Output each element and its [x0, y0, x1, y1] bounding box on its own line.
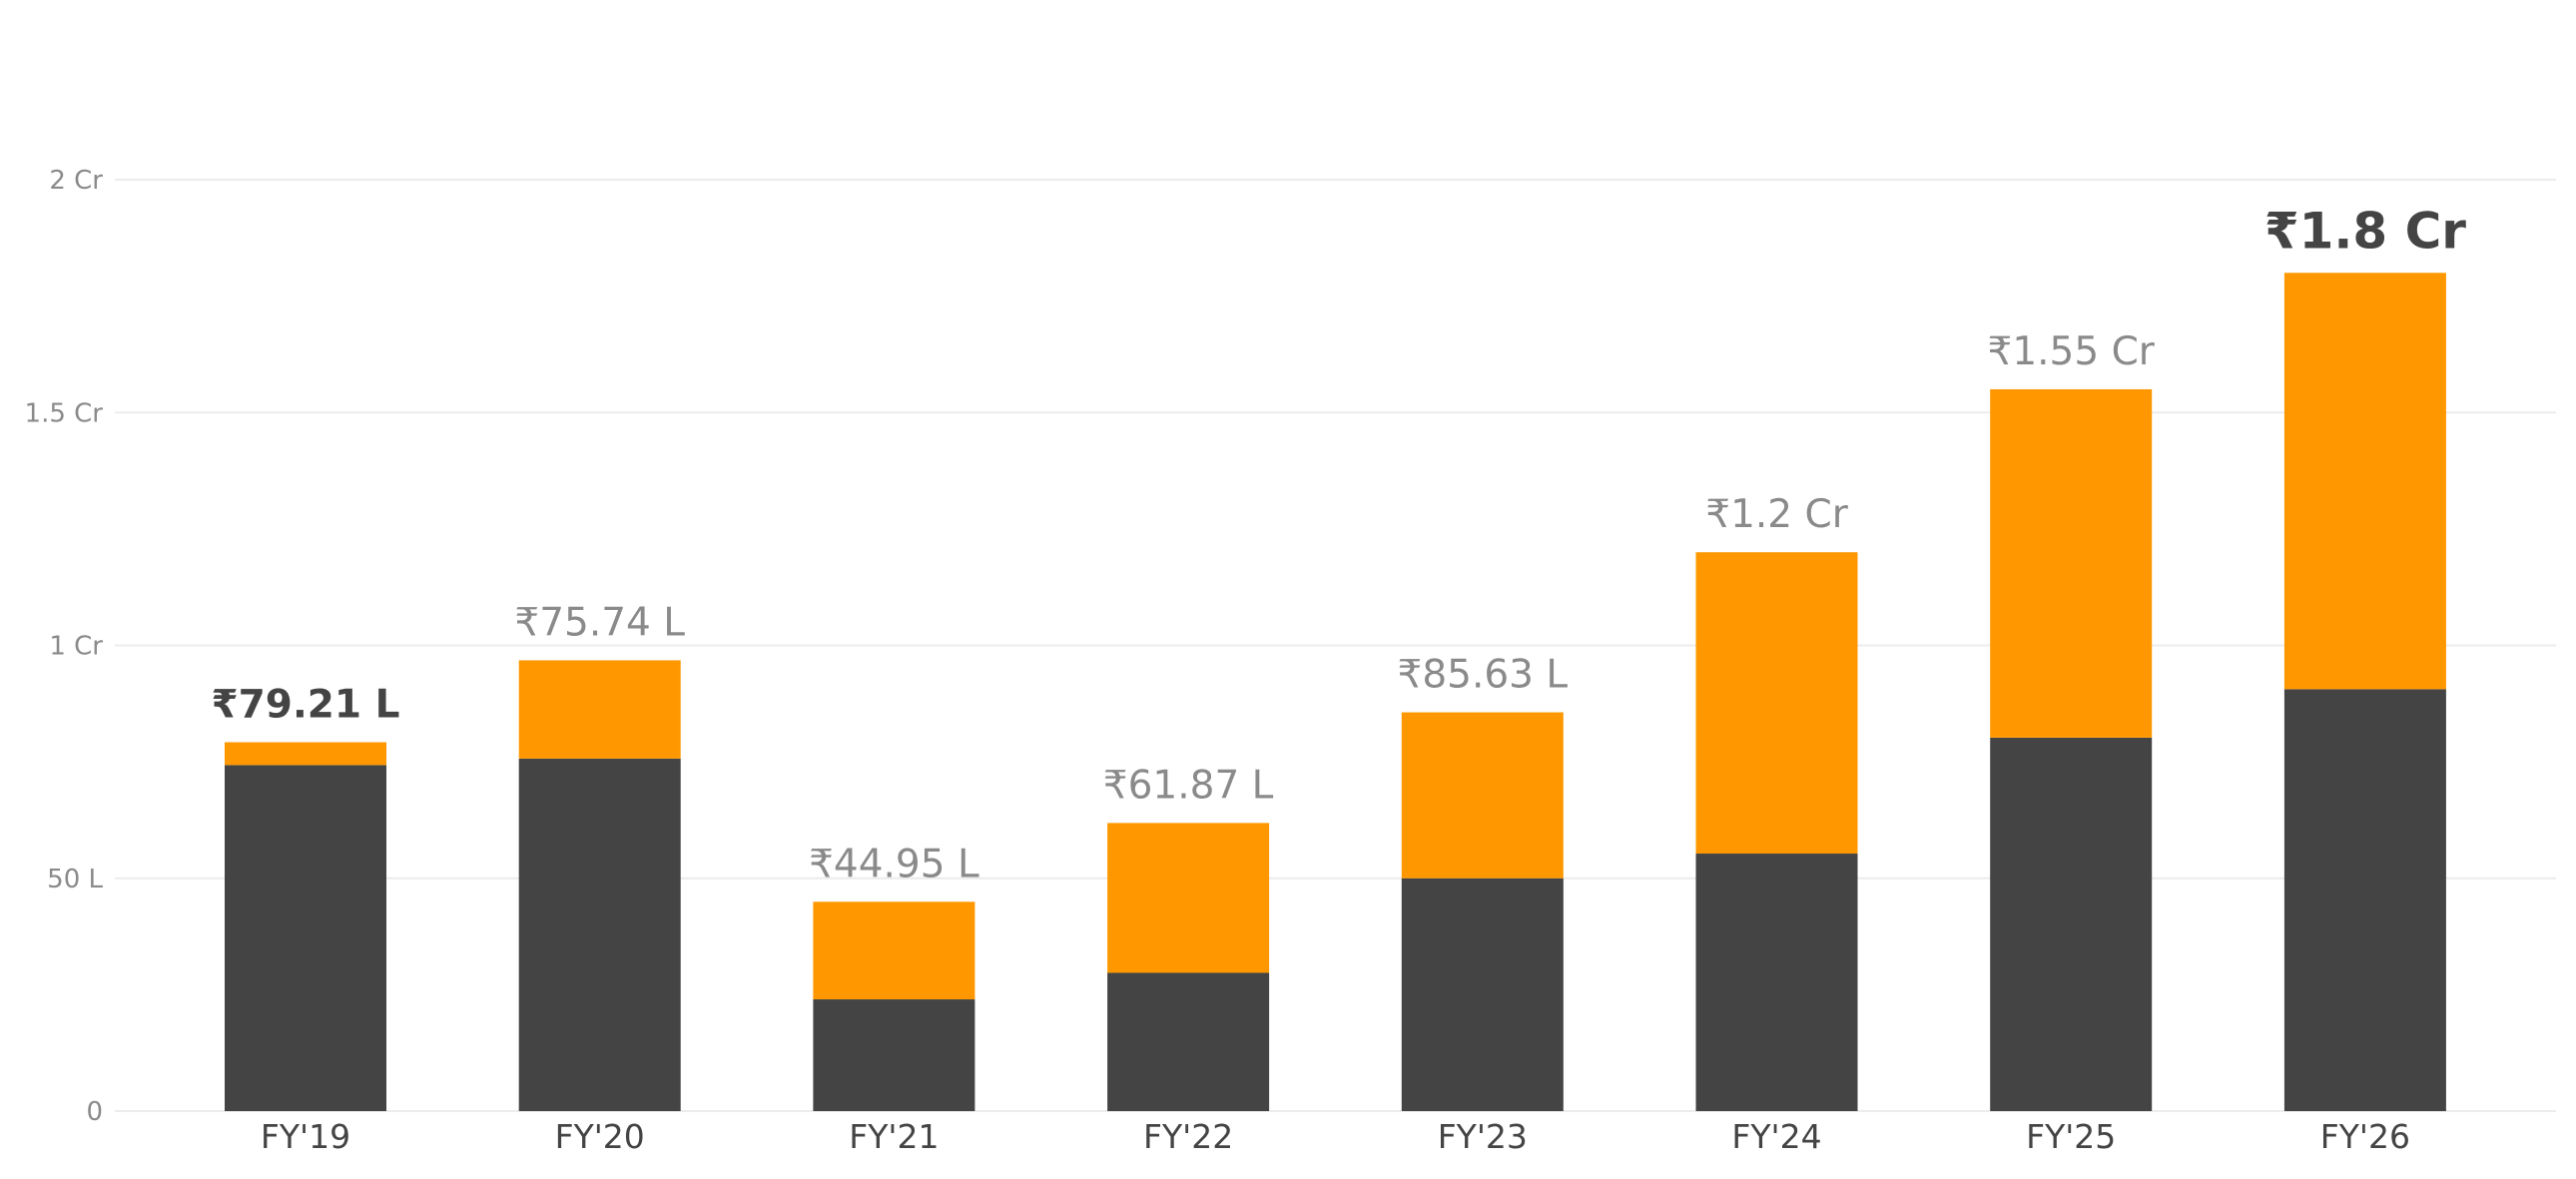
bar-segment-base	[225, 765, 386, 1111]
bar-segment-base	[518, 758, 681, 1111]
y-tick-label: 50 L	[47, 865, 103, 894]
x-tick-label: FY'20	[555, 1117, 645, 1156]
bar-total-label: ₹44.95 L	[809, 842, 979, 886]
x-tick-label: FY'23	[1438, 1117, 1528, 1156]
bar-total-label: ₹1.8 Cr	[2264, 202, 2466, 260]
gridlines	[115, 179, 2556, 1112]
x-tick-label: FY'22	[1143, 1117, 1233, 1156]
bar-segment-base	[813, 999, 975, 1111]
x-tick-label: FY'24	[1731, 1117, 1821, 1156]
y-tick-label: 1 Cr	[49, 632, 103, 662]
bar-segment-top	[518, 660, 681, 759]
bar-total-labels: ₹79.21 L ₹75.74 L ₹44.95 L ₹61.87 L ₹85.63 L…	[212, 202, 2467, 886]
y-tick-label: 2 Cr	[49, 166, 103, 196]
bar-segment-top	[813, 901, 975, 1000]
x-tick-label: FY'21	[849, 1117, 939, 1156]
bar-total-label: ₹79.21 L	[212, 682, 400, 727]
y-tick-label: 0	[86, 1097, 103, 1127]
x-axis-ticks: FY'19 FY'20 FY'21 FY'22 FY'23 FY'24 FY'25 FY'26	[261, 1117, 2410, 1156]
bar-segment-base	[2283, 689, 2446, 1111]
x-tick-label: FY'26	[2320, 1117, 2410, 1156]
bar-segment-top	[1107, 823, 1270, 973]
bar-segment-base	[1107, 972, 1270, 1111]
y-tick-label: 1.5 Cr	[25, 398, 104, 428]
bar-segment-top	[1401, 712, 1564, 879]
bar-total-label: ₹85.63 L	[1398, 653, 1569, 698]
bar-total-label: ₹1.55 Cr	[1988, 329, 2156, 374]
bar-segment-base	[1401, 878, 1564, 1111]
bars	[225, 273, 2446, 1111]
x-tick-label: FY'19	[261, 1117, 350, 1156]
bar-total-label: ₹61.87 L	[1103, 763, 1274, 808]
x-tick-label: FY'25	[2026, 1117, 2116, 1156]
bar-segment-base	[1695, 854, 1858, 1111]
bar-segment-top	[2283, 273, 2446, 690]
y-axis-ticks: 0 50 L 1 Cr 1.5 Cr 2 Cr	[25, 166, 104, 1127]
bar-total-label: ₹1.2 Cr	[1705, 492, 1848, 537]
bar-segment-top	[1990, 388, 2153, 738]
bar-segment-base	[1990, 737, 2153, 1111]
bar-segment-top	[225, 742, 386, 766]
bar-segment-top	[1695, 552, 1858, 855]
bar-total-label: ₹75.74 L	[514, 600, 685, 645]
